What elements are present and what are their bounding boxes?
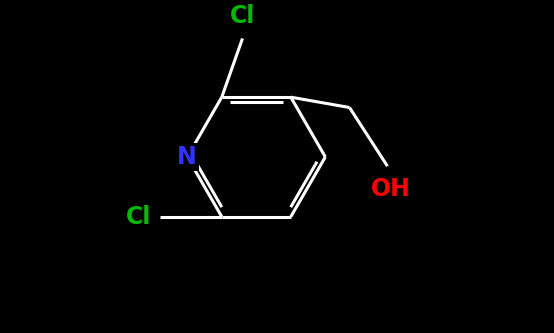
- Text: Cl: Cl: [126, 205, 151, 229]
- Text: OH: OH: [371, 176, 411, 200]
- Text: N: N: [177, 145, 197, 169]
- Text: Cl: Cl: [230, 4, 255, 28]
